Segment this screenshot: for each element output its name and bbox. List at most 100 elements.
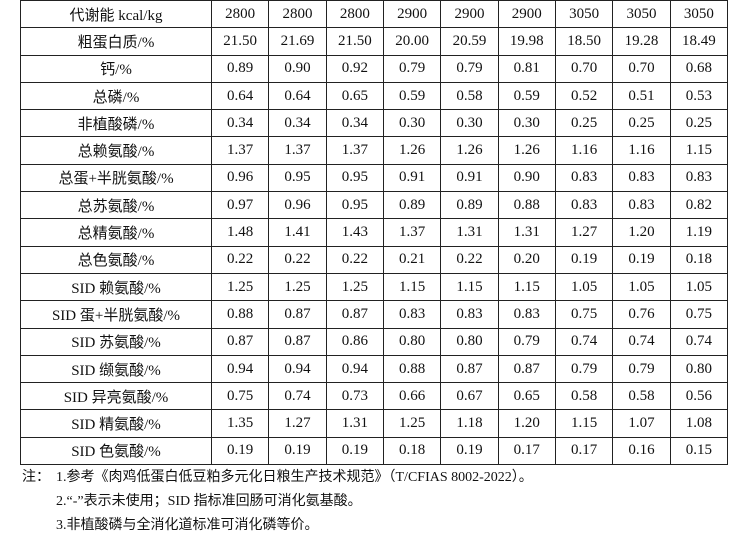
- cell: 0.70: [554, 54, 614, 83]
- row-label: 代谢能 kcal/kg: [20, 0, 212, 29]
- cell: 3050: [669, 0, 729, 29]
- cell: 0.87: [497, 354, 556, 384]
- cell: 0.18: [669, 245, 729, 274]
- cell: 0.75: [210, 382, 270, 411]
- note-row: 2.“-”表示未使用；SID 指标准回肠可消化氨基酸。: [22, 490, 533, 514]
- cell: 0.92: [325, 54, 384, 83]
- cell: 0.83: [669, 163, 729, 193]
- cell: 0.95: [268, 163, 327, 193]
- note-row: 注： 1.参考《肉鸡低蛋白低豆粕多元化日粮生产技术规范》（T/CFIAS 8002…: [22, 466, 533, 490]
- cell: 18.49: [669, 27, 729, 56]
- note-label: [22, 490, 56, 514]
- cell: 0.65: [325, 81, 384, 111]
- cell: 0.75: [669, 300, 729, 329]
- cell: 1.26: [440, 136, 499, 165]
- cell: 0.83: [382, 300, 442, 329]
- cell: 1.19: [669, 218, 729, 247]
- cell: 0.58: [440, 81, 499, 111]
- cell: 1.08: [669, 409, 729, 438]
- cell: 1.05: [554, 272, 614, 302]
- table-row: 总赖氨酸/% 1.37 1.37 1.37 1.26 1.26 1.26 1.16 1.16 1.…: [20, 136, 729, 165]
- cell: 0.74: [268, 382, 327, 411]
- cell: 0.95: [325, 163, 384, 193]
- row-label: 总磷/%: [20, 81, 212, 111]
- cell: 0.53: [669, 81, 729, 111]
- cell: 0.22: [268, 245, 327, 274]
- cell: 1.15: [382, 272, 442, 302]
- cell: 1.25: [210, 272, 270, 302]
- row-label: SID 异亮氨酸/%: [20, 382, 212, 411]
- cell: 1.35: [210, 409, 270, 438]
- cell: 1.41: [268, 218, 327, 247]
- cell: 0.76: [612, 300, 671, 329]
- cell: 0.89: [382, 191, 442, 220]
- table-row: SID 赖氨酸/% 1.25 1.25 1.25 1.15 1.15 1.15 1.05 1.0…: [20, 272, 729, 302]
- cell: 0.25: [669, 109, 729, 138]
- cell: 0.79: [440, 54, 499, 83]
- cell: 0.83: [554, 163, 614, 193]
- cell: 0.67: [440, 382, 499, 411]
- table-row: 总色氨酸/% 0.22 0.22 0.22 0.21 0.22 0.20 0.19 0.19 0.…: [20, 245, 729, 274]
- cell: 1.31: [325, 409, 384, 438]
- cell: 1.16: [554, 136, 614, 165]
- cell: 0.94: [268, 354, 327, 384]
- cell: 0.30: [497, 109, 556, 138]
- cell: 0.15: [669, 436, 729, 466]
- cell: 0.87: [440, 354, 499, 384]
- cell: 19.98: [497, 27, 556, 56]
- cell: 0.74: [612, 327, 671, 356]
- cell: 0.87: [210, 327, 270, 356]
- cell: 1.37: [382, 218, 442, 247]
- cell: 1.07: [612, 409, 671, 438]
- cell: 20.59: [440, 27, 499, 56]
- cell: 18.50: [554, 27, 614, 56]
- row-label: SID 赖氨酸/%: [20, 272, 212, 302]
- cell: 0.81: [497, 54, 556, 83]
- cell: 0.97: [210, 191, 270, 220]
- cell: 0.87: [268, 300, 327, 329]
- row-label: 总精氨酸/%: [20, 218, 212, 247]
- cell: 3050: [612, 0, 671, 29]
- cell: 0.79: [554, 354, 614, 384]
- cell: 0.51: [612, 81, 671, 111]
- cell: 0.22: [440, 245, 499, 274]
- cell: 1.26: [382, 136, 442, 165]
- cell: 0.95: [325, 191, 384, 220]
- cell: 0.30: [382, 109, 442, 138]
- cell: 1.20: [497, 409, 556, 438]
- cell: 0.21: [382, 245, 442, 274]
- table-row: 非植酸磷/% 0.34 0.34 0.34 0.30 0.30 0.30 0.25 0.25 0.…: [20, 109, 729, 138]
- notes: 注： 1.参考《肉鸡低蛋白低豆粕多元化日粮生产技术规范》（T/CFIAS 8002…: [22, 466, 533, 538]
- cell: 1.15: [497, 272, 556, 302]
- cell: 0.58: [612, 382, 671, 411]
- row-label: 钙/%: [20, 54, 212, 83]
- cell: 2800: [325, 0, 384, 29]
- cell: 0.34: [325, 109, 384, 138]
- table-row: SID 缬氨酸/% 0.94 0.94 0.94 0.88 0.87 0.87 0.79 0.7…: [20, 354, 729, 384]
- cell: 1.25: [325, 272, 384, 302]
- table-row: 总蛋+半胱氨酸/% 0.96 0.95 0.95 0.91 0.91 0.90 0.83 0.8…: [20, 163, 729, 193]
- cell: 0.91: [382, 163, 442, 193]
- row-label: 粗蛋白质/%: [20, 27, 212, 56]
- cell: 0.83: [554, 191, 614, 220]
- cell: 0.17: [554, 436, 614, 466]
- cell: 2900: [382, 0, 442, 29]
- cell: 0.91: [440, 163, 499, 193]
- cell: 1.15: [554, 409, 614, 438]
- cell: 0.79: [497, 327, 556, 356]
- cell: 19.28: [612, 27, 671, 56]
- cell: 0.22: [325, 245, 384, 274]
- cell: 0.22: [210, 245, 270, 274]
- cell: 1.25: [382, 409, 442, 438]
- cell: 1.37: [210, 136, 270, 165]
- cell: 0.82: [669, 191, 729, 220]
- cell: 0.30: [440, 109, 499, 138]
- table-row: SID 蛋+半胱氨酸/% 0.88 0.87 0.87 0.83 0.83 0.83 0.75…: [20, 300, 729, 329]
- cell: 0.34: [210, 109, 270, 138]
- cell: 0.20: [497, 245, 556, 274]
- cell: 1.48: [210, 218, 270, 247]
- cell: 0.68: [669, 54, 729, 83]
- cell: 0.25: [554, 109, 614, 138]
- cell: 0.70: [612, 54, 671, 83]
